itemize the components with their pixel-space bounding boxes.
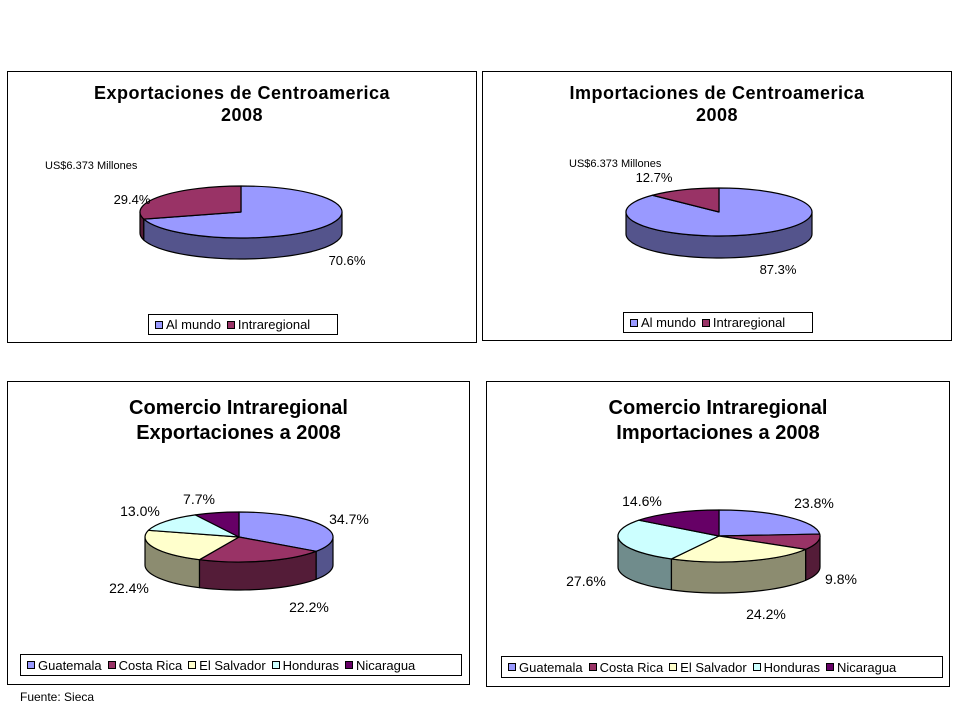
legend-swatch xyxy=(630,318,638,327)
legend-item-nicaragua: Nicaragua xyxy=(345,658,415,673)
legend-item-costa-rica: Costa Rica xyxy=(107,657,183,673)
data-label-intraregional: 12.7% xyxy=(636,170,673,185)
chart-panel-intraregional-exportaciones: Comercio Intraregional Exportaciones a 2… xyxy=(7,381,470,685)
pie-slice-el-salvador xyxy=(144,529,240,561)
chart-title-line-2: 2008 xyxy=(695,105,739,125)
legend-label: Nicaragua xyxy=(356,657,416,673)
chart-legend: Guatemala Costa Rica El Salvador Honduras Ni… xyxy=(20,654,462,676)
pie-slice-nicaragua xyxy=(194,511,240,538)
legend-label: Honduras xyxy=(763,659,821,675)
legend-label: Costa Rica xyxy=(599,659,664,675)
legend-item-nicaragua: Nicaragua xyxy=(826,660,896,675)
chart-legend: Al mundo Intraregional xyxy=(148,314,338,335)
legend-swatch xyxy=(271,661,280,669)
data-label-guatemala: 34.7% xyxy=(329,511,369,527)
chart-panel-exportaciones: Exportaciones de Centroamerica 2008 US$6… xyxy=(7,71,477,343)
legend-label: Intraregional xyxy=(712,315,786,330)
legend-item-guatemala: Guatemala xyxy=(508,660,583,675)
total-note: US$6.373 Millones xyxy=(569,158,662,170)
chart-title: Comercio Intraregional Exportaciones a 2… xyxy=(8,396,469,446)
pie-slice-el-salvador xyxy=(670,535,807,563)
chart-legend: Al mundo Intraregional xyxy=(623,312,813,333)
data-label-costa-rica: 9.8% xyxy=(825,571,857,587)
pie-slice-nicaragua xyxy=(638,509,720,537)
legend-item-guatemala: Guatemala xyxy=(27,658,102,673)
legend-item-honduras: Honduras xyxy=(752,659,821,675)
data-label-guatemala: 23.8% xyxy=(794,495,834,511)
legend-swatch xyxy=(752,663,761,671)
chart-title-line-1: Comercio Intraregional xyxy=(129,397,348,419)
pie-chart-exportaciones: 70.6% 29.4% xyxy=(114,185,366,268)
data-label-el-salvador: 24.2% xyxy=(746,606,786,622)
data-label-nicaragua: 14.6% xyxy=(622,493,662,509)
pie-slice-al-mundo xyxy=(143,185,343,239)
legend-label: Guatemala xyxy=(38,657,102,673)
chart-title: Exportaciones de Centroamerica 2008 xyxy=(8,82,476,126)
data-label-al-mundo: 87.3% xyxy=(760,262,797,277)
pie-slice-honduras xyxy=(147,514,240,538)
chart-title: Comercio Intraregional Importaciones a 2… xyxy=(487,396,949,446)
legend-swatch xyxy=(588,663,597,671)
legend-swatch xyxy=(27,661,35,669)
legend-label: Al mundo xyxy=(641,315,696,330)
legend-label: Al mundo xyxy=(166,317,221,332)
legend-swatch xyxy=(701,318,710,327)
legend-swatch xyxy=(508,663,516,671)
legend-swatch xyxy=(107,661,116,669)
chart-title-line-1: Comercio Intraregional xyxy=(608,397,828,419)
legend-label: Guatemala xyxy=(519,659,583,675)
pie-slice-guatemala xyxy=(238,511,334,552)
pie-slice-intraregional xyxy=(651,187,720,213)
legend-item-el-salvador: El Salvador xyxy=(188,657,266,673)
legend-swatch xyxy=(226,320,235,329)
chart-legend: Guatemala Costa Rica El Salvador Honduras Ni… xyxy=(501,656,943,678)
legend-item-intraregional: Intraregional xyxy=(226,317,311,332)
chart-panel-intraregional-importaciones: Comercio Intraregional Importaciones a 2… xyxy=(486,381,950,687)
legend-item-al-mundo: Al mundo xyxy=(155,317,221,332)
legend-swatch xyxy=(826,663,835,671)
legend-label: El Salvador xyxy=(680,659,747,675)
pie-slice-honduras xyxy=(617,519,720,560)
pie-slice-intraregional xyxy=(139,185,242,220)
pie-chart-intraregional-importaciones: 23.8% 9.8% 24.2% 27.6% 14.6% xyxy=(566,493,857,622)
chart-title-line-2: Importaciones a 2008 xyxy=(616,422,820,444)
legend-item-honduras: Honduras xyxy=(271,657,340,673)
chart-title-line-1: Exportaciones de Centroamerica xyxy=(93,83,391,103)
chart-title-line-2: 2008 xyxy=(220,105,264,125)
chart-title: Importaciones de Centroamerica 2008 xyxy=(483,82,951,126)
pie-slice-guatemala xyxy=(718,509,821,537)
data-label-honduras: 27.6% xyxy=(566,573,606,589)
legend-label: Honduras xyxy=(282,657,340,673)
legend-label: Costa Rica xyxy=(118,657,183,673)
chart-panel-importaciones: Importaciones de Centroamerica 2008 US$6… xyxy=(482,71,952,341)
legend-item-al-mundo: Al mundo xyxy=(630,315,696,330)
pie-chart-importaciones: 87.3% 12.7% xyxy=(625,170,813,277)
legend-swatch xyxy=(155,320,163,329)
legend-label: Intraregional xyxy=(237,317,311,332)
data-label-al-mundo: 70.6% xyxy=(329,253,366,268)
pie-chart-intraregional-exportaciones: 34.7% 22.2% 22.4% 13.0% 7.7% xyxy=(109,491,369,615)
legend-item-intraregional: Intraregional xyxy=(701,315,786,330)
data-label-el-salvador: 22.4% xyxy=(109,580,149,596)
data-label-honduras: 13.0% xyxy=(120,503,160,519)
legend-item-el-salvador: El Salvador xyxy=(669,659,747,675)
legend-label: El Salvador xyxy=(199,657,266,673)
total-note: US$6.373 Millones xyxy=(45,160,138,172)
data-label-intraregional: 29.4% xyxy=(114,192,151,207)
legend-label: Nicaragua xyxy=(837,659,897,675)
data-label-costa-rica: 22.2% xyxy=(289,599,329,615)
legend-swatch xyxy=(669,663,678,671)
chart-title-line-2: Exportaciones a 2008 xyxy=(136,422,341,444)
legend-swatch xyxy=(188,661,197,669)
legend-item-costa-rica: Costa Rica xyxy=(588,659,664,675)
chart-title-line-1: Importaciones de Centroamerica xyxy=(569,83,865,103)
data-label-nicaragua: 7.7% xyxy=(183,491,215,507)
source-note: Fuente: Sieca xyxy=(20,690,95,704)
legend-swatch xyxy=(345,661,354,669)
